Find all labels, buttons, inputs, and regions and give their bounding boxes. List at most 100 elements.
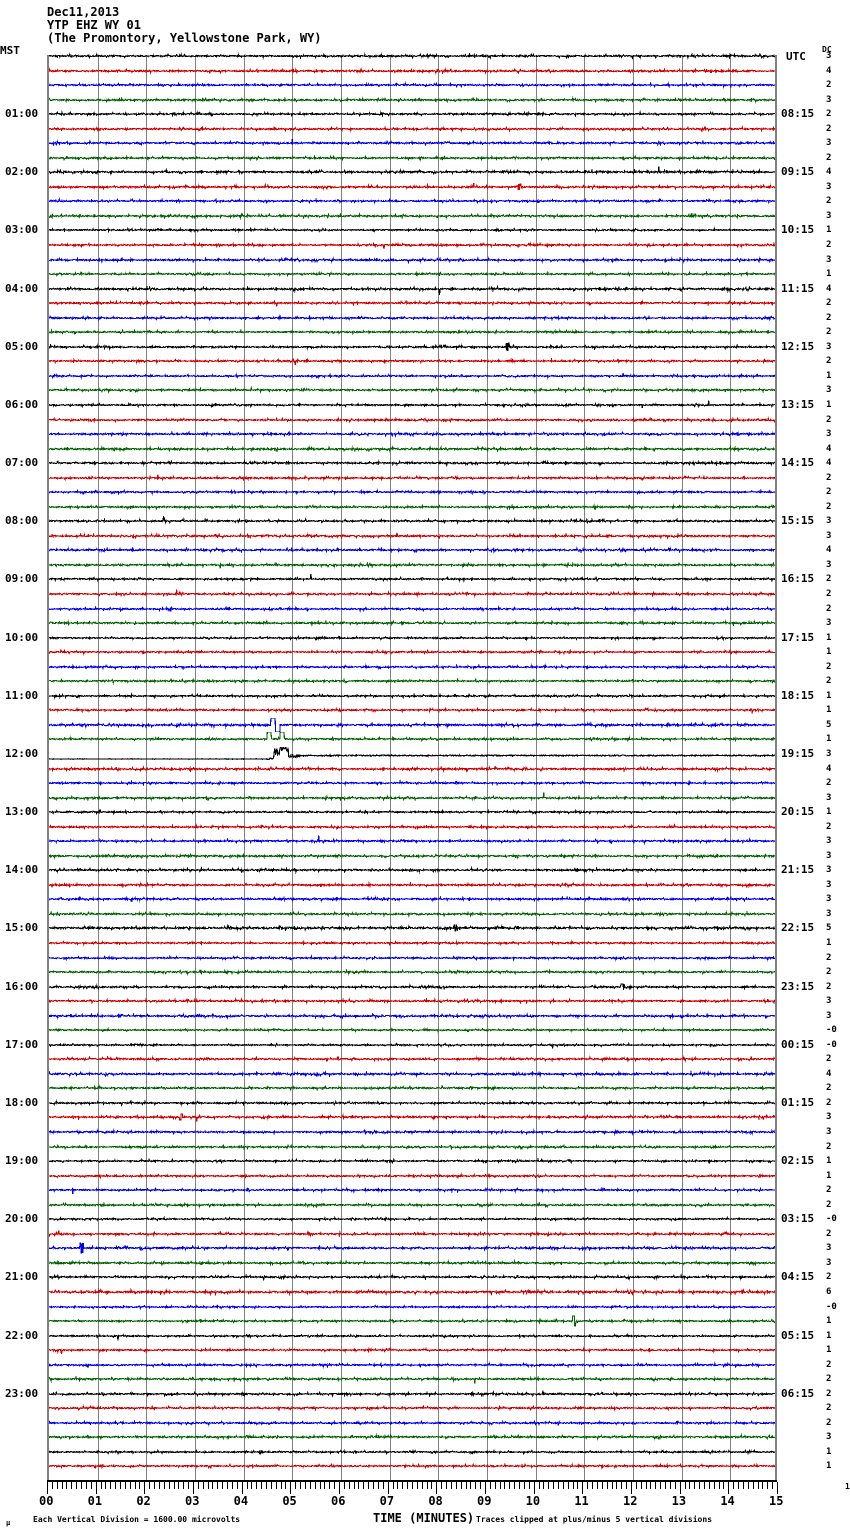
dc-value: 2 [826,589,832,599]
x-tick-minor [202,1482,204,1489]
x-tick-major [533,1482,535,1494]
seismic-trace [49,631,775,645]
utc-hour-label: 04:15 [781,1270,815,1284]
x-tick-minor [475,1482,477,1489]
seismic-trace [49,1445,775,1459]
utc-hour-label: 08:15 [781,107,815,121]
x-tick-label: 01 [87,1494,103,1508]
x-tick-minor [494,1482,496,1489]
mst-hour-label: 21:00 [5,1270,39,1284]
x-tick-minor [626,1482,628,1489]
x-tick-minor [455,1482,457,1489]
x-tick-minor [699,1482,701,1489]
x-tick-label: 10 [525,1494,541,1508]
x-tick-major [631,1482,632,1494]
utc-hour-label: 09:15 [781,165,815,179]
x-tick-minor [124,1482,126,1489]
dc-value: 1 [826,632,832,643]
dc-value: 3 [826,792,832,803]
mst-hour-label: 10:00 [5,630,39,644]
dc-value: 1 [826,225,832,236]
seismic-trace [49,64,775,78]
x-tick-minor [538,1482,540,1489]
seismic-trace [49,442,775,456]
seismic-trace [49,180,775,194]
seismic-trace [49,746,775,761]
dc-value: 2 [826,1054,832,1065]
x-tick-minor [100,1482,102,1489]
seismic-trace [49,660,775,674]
x-tick-minor [460,1482,462,1489]
gridline-vertical [389,55,391,1480]
x-tick-minor [548,1482,550,1489]
seismic-trace [49,1358,775,1372]
utc-hour-label: 20:15 [781,805,815,819]
x-tick-minor [129,1482,131,1489]
mst-hour-label: 07:00 [5,456,39,470]
dc-value: 2 [826,1228,832,1239]
helicorder-plot[interactable] [47,52,777,1480]
x-tick-minor [275,1482,277,1489]
dc-value: 4 [826,283,832,294]
dc-value: 2 [826,574,832,585]
dc-value: 2 [826,1359,832,1370]
x-tick-minor [270,1482,272,1489]
x-tick-minor [300,1482,302,1489]
x-tick-minor [71,1482,73,1489]
seismic-trace [49,1256,775,1270]
seismic-trace [49,863,775,877]
x-tick-minor [368,1482,370,1489]
x-tick-minor [499,1482,501,1489]
mst-hour-label: 19:00 [5,1154,39,1168]
mst-hour-label: 03:00 [5,223,39,237]
x-tick-minor [212,1482,214,1489]
mst-hour-label: 02:00 [5,165,39,179]
x-tick-label: 04 [233,1494,249,1508]
seismic-trace [49,340,775,354]
x-tick-minor [660,1482,662,1489]
mst-hour-label: 01:00 [5,107,39,121]
x-tick-minor [772,1482,774,1489]
x-tick-minor [319,1482,321,1489]
x-tick-label: 13 [671,1494,687,1508]
x-tick-minor [689,1482,691,1489]
seismic-trace [49,1329,775,1343]
x-tick-minor [421,1482,423,1489]
dc-value: 1 [826,690,832,701]
dc-value: 2 [826,1374,832,1385]
dc-value: 3 [826,51,832,61]
utc-hour-label: 05:15 [781,1328,815,1342]
seismic-trace [49,1198,775,1212]
utc-hour-label: 00:15 [781,1037,815,1051]
mst-hour-label: 14:00 [5,863,39,877]
x-tick-minor [553,1482,555,1489]
x-tick-minor [635,1482,637,1489]
x-tick-minor [450,1482,452,1489]
seismic-trace [49,296,775,310]
x-tick-minor [514,1482,516,1489]
dc-value: 2 [826,356,832,367]
x-tick-minor [115,1482,117,1489]
dc-value: 3 [826,850,832,861]
seismic-trace [49,1110,775,1124]
x-tick-minor [358,1482,360,1489]
seismic-trace [49,1387,775,1401]
dc-value: 2 [826,981,832,992]
dc-value: 3 [826,559,832,570]
x-tick-major [95,1482,97,1494]
seismic-trace [49,1270,775,1284]
x-tick-minor [762,1482,764,1489]
x-tick-minor [747,1482,749,1489]
x-tick-minor [592,1482,594,1489]
dc-value: 3 [826,1257,832,1268]
x-tick-minor [407,1482,409,1489]
dc-value: 3 [826,1432,832,1443]
header-location: (The Promontory, Yellowstone Park, WY) [47,31,322,45]
x-tick-minor [256,1482,258,1489]
dc-value: 3 [826,836,832,847]
x-tick-label: 05 [282,1494,297,1508]
dc-value: 3 [826,341,832,352]
x-tick-major [777,1482,778,1494]
seismic-trace [49,514,775,528]
seismic-trace [49,1009,775,1023]
